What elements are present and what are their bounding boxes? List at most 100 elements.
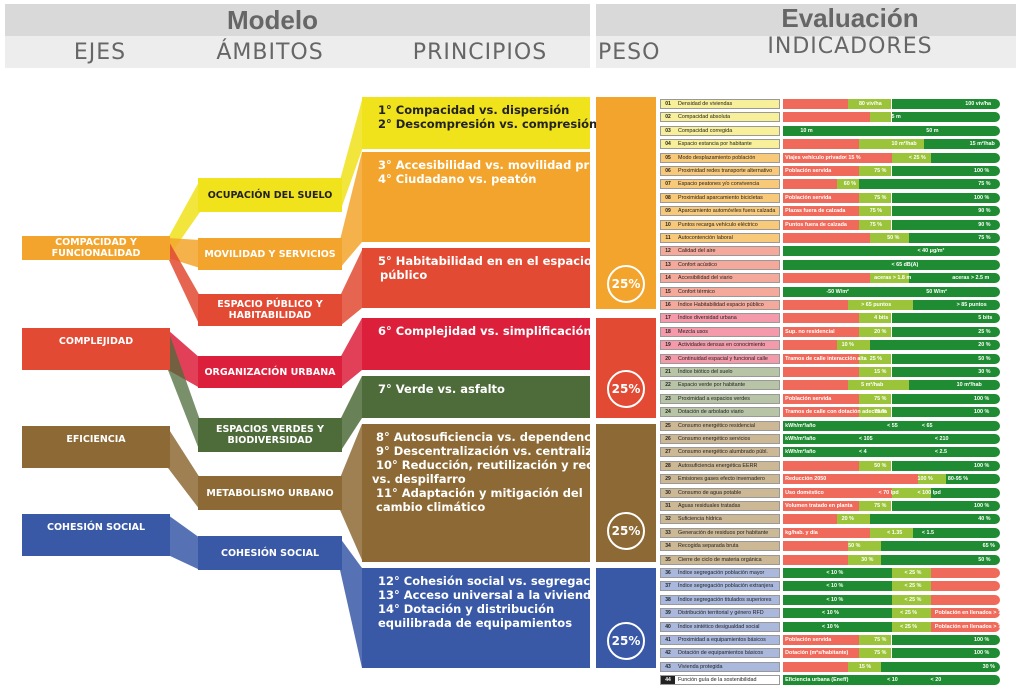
indicator-bar-segment	[930, 621, 1000, 632]
indicator-number: 08	[665, 194, 671, 201]
indicator-bar-segment	[891, 353, 1000, 364]
indicator-bar-segment	[891, 192, 1000, 203]
column-header-peso: PESO	[598, 40, 661, 65]
principio-12-14: 12° Cohesión social vs. segregación 13° …	[362, 568, 610, 668]
indicator-name: Aguas residuales tratadas	[678, 503, 741, 509]
ambito-espacios-verdes: ESPACIOS VERDES Y BIODIVERSIDAD	[198, 418, 342, 452]
indicator-threshold: < 70 lpd	[878, 489, 899, 496]
indicator-bar-segment	[891, 112, 1000, 123]
indicator-name: Actividades densas en conocimiento	[678, 342, 766, 349]
indicator-threshold: > 65 puntos	[861, 302, 892, 308]
indicator-bar-segment	[930, 608, 1000, 619]
indicator-threshold: Población servida	[785, 168, 832, 174]
indicator-bar-segment	[891, 648, 1000, 659]
indicator-row: 28 Autosuficiencia energética EERR 50 % 100…	[660, 460, 1000, 472]
indicator-row: 12 Calidad del aire < 40 μg/m³	[660, 246, 1000, 257]
header-sub-band-right	[596, 36, 1016, 68]
indicator-bar-segment	[891, 568, 931, 578]
indicator-bar-segment	[783, 420, 1000, 431]
indicator-bar: 10 m 50 m	[783, 125, 1000, 136]
indicator-threshold: < 25 %	[900, 623, 918, 630]
indicator-row: 34 Recogida separada bruta 50 % 65 %	[660, 541, 1000, 552]
indicator-threshold: 80 viv/ha	[858, 101, 882, 107]
indicator-number: 20	[665, 355, 671, 362]
indicator-bar: 5 m	[783, 112, 1000, 123]
indicator-row: 09 Aparcamiento automóviles fuera calzada…	[660, 206, 1000, 217]
indicator-threshold: 50 m	[926, 127, 939, 134]
indicator-number: 19	[665, 342, 671, 349]
indicator-bar-segment	[858, 648, 892, 659]
indicator-bar-segment	[869, 273, 909, 284]
indicator-bar-segment	[783, 648, 859, 659]
indicator-number: 30	[665, 489, 671, 496]
eje-compacidad: COMPACIDAD Y FUNCIONALIDAD	[22, 236, 170, 260]
indicator-bar-segment	[848, 300, 914, 310]
indicator-threshold: < 100 lpd	[917, 489, 941, 496]
indicator-bar-segment	[858, 326, 892, 337]
indicator-bar-segment	[783, 179, 838, 190]
indicator-threshold: < 25 %	[908, 154, 926, 161]
indicator-label: 31 Aguas residuales tratadas	[660, 501, 780, 511]
indicator-name: Autosuficiencia energética EERR	[678, 462, 758, 469]
indicator-threshold: 20 %	[841, 516, 854, 523]
indicator-bar: Puntos fuera de calzada 75 % 90 %	[783, 219, 1000, 230]
indicator-bar-segment	[783, 233, 870, 243]
indicator-name: Dotación de equipamientos básicos	[678, 650, 764, 657]
indicator-label: 15 Confort térmico	[660, 286, 780, 297]
peso-circle: 25%	[607, 265, 645, 303]
indicator-bar-segment	[783, 99, 849, 109]
indicator-bar: < 65 dB(A)	[783, 259, 1000, 270]
indicator-row: 01 Densidad de viviendas 80 viv/ha 100 viv/…	[660, 99, 1000, 110]
indicator-name: Proximidad a equipamientos básicos	[678, 637, 766, 643]
ambito-cohesion-social: COHESIÓN SOCIAL	[198, 536, 342, 570]
indicator-bar-segment	[891, 594, 931, 605]
indicator-bar-segment	[869, 233, 909, 243]
indicator-name: Proximidad redes transporte alternativo	[678, 168, 773, 174]
indicator-bar-segment	[783, 326, 859, 337]
indicator-number: 17	[665, 315, 671, 322]
indicator-number: 37	[665, 583, 671, 590]
indicator-bar-segment	[924, 139, 1000, 150]
indicator-threshold: Eficiencia urbana (Eneff)	[785, 677, 849, 684]
indicator-threshold: Tramos de calle con dotación adecuada	[785, 409, 888, 416]
indicator-label: 06 Proximidad redes transporte alternativ…	[660, 166, 780, 176]
indicator-name: Modo desplazamiento población	[678, 154, 756, 161]
indicator-threshold: < 65 dB(A)	[891, 261, 919, 268]
indicator-label: 21 Índice biótico del suelo	[660, 367, 780, 377]
indicator-bar: Población servida 75 % 100 %	[783, 393, 1000, 404]
indicator-threshold: 50 W/m²	[926, 288, 947, 295]
indicator-bar-segment	[858, 393, 892, 404]
indicator-label: 44 Función guía de la sostenibilidad	[660, 675, 780, 686]
indicator-name: Índice biótico del suelo	[678, 369, 733, 375]
indicator-name: Autocontención laboral	[678, 235, 733, 241]
indicator-threshold: 75 %	[874, 194, 887, 201]
indicator-label: 18 Mezcla usos	[660, 326, 780, 337]
indicator-bar-segment	[783, 527, 870, 538]
indicator-bar: 4 bits 5 bits	[783, 313, 1000, 324]
indicator-number: 04	[665, 141, 671, 148]
indicator-row: 08 Proximidad aparcamiento bicicletas Pobl…	[660, 192, 1000, 204]
indicator-threshold: 50 %	[874, 462, 887, 469]
indicator-threshold: 100 %	[917, 476, 933, 483]
indicator-threshold: 20 %	[874, 328, 887, 335]
indicator-threshold: -50 W/m²	[826, 288, 849, 295]
indicator-number: 35	[665, 556, 671, 563]
indicator-label: 28 Autosuficiencia energética EERR	[660, 460, 780, 471]
indicator-row: 07 Espacio peatones y/o convivencia 60 % 75…	[660, 179, 1000, 190]
indicator-bar-segment	[858, 313, 892, 324]
indicator-row: 25 Consumo energético residencial kWh/m²/a…	[660, 420, 1000, 432]
indicator-bar-segment	[945, 474, 1000, 485]
indicator-bar-segment	[783, 353, 859, 364]
indicator-label: 04 Espacio estancia por habitante	[660, 139, 780, 150]
indicator-bar-segment	[783, 514, 838, 525]
indicator-bar-segment	[783, 300, 849, 310]
indicator-number: 41	[665, 637, 671, 643]
indicator-label: 41 Proximidad a equipamientos básicos	[660, 635, 780, 645]
indicator-bar-segment	[783, 407, 859, 418]
indicator-bar-segment	[837, 514, 870, 525]
indicator-bar-segment	[858, 501, 892, 511]
indicator-threshold: < 55	[887, 422, 898, 429]
indicator-name: Consumo energético residencial	[678, 422, 756, 429]
indicator-threshold: 60 %	[843, 181, 857, 188]
indicator-row: 39 Distribución territorial y género RFD <…	[660, 608, 1000, 619]
